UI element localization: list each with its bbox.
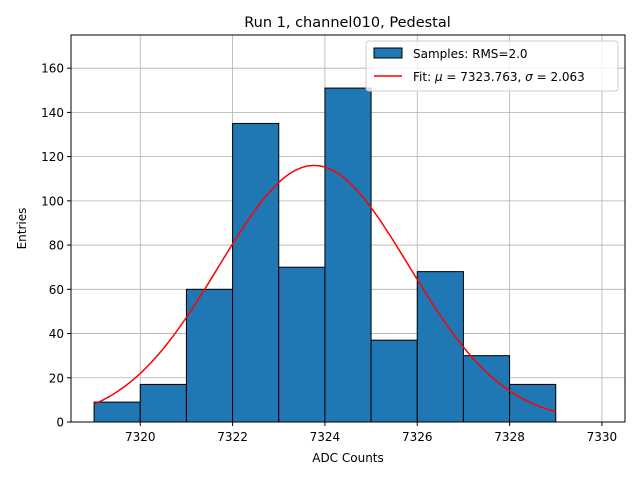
y-tick-label: 60 bbox=[49, 283, 64, 297]
histogram-bars bbox=[93, 87, 557, 423]
x-tick-label: 7326 bbox=[402, 430, 433, 444]
histogram-bar bbox=[139, 383, 187, 423]
y-tick-label: 100 bbox=[41, 194, 64, 208]
x-axis-label: ADC Counts bbox=[312, 451, 384, 465]
plot-frame bbox=[70, 34, 626, 423]
legend: Samples: RMS=2.0 Fit: μ = 7323.763, σ = … bbox=[365, 40, 619, 92]
x-tick-label: 7322 bbox=[217, 430, 248, 444]
histogram-bar bbox=[185, 288, 234, 423]
y-tick-label: 0 bbox=[56, 416, 64, 430]
histogram-bar bbox=[370, 339, 418, 423]
x-tick-label: 7328 bbox=[494, 430, 525, 444]
x-tick-label: 7330 bbox=[587, 430, 618, 444]
y-tick-label: 20 bbox=[49, 371, 64, 385]
x-tick-label: 7320 bbox=[125, 430, 156, 444]
legend-fit-label: Fit: μ = 7323.763, σ = 2.063 bbox=[413, 70, 585, 84]
y-axis-ticks: 0 20 40 60 80 100 120 140 160 bbox=[41, 62, 71, 430]
y-tick-label: 120 bbox=[41, 150, 64, 164]
histogram-bar bbox=[93, 401, 141, 423]
chart-title: Run 1, channel010, Pedestal bbox=[244, 15, 451, 31]
histogram-bar bbox=[416, 271, 464, 423]
fit-curve bbox=[93, 164, 556, 413]
x-axis-ticks: 7320 7322 7324 7326 7328 7330 bbox=[125, 422, 617, 444]
y-tick-label: 160 bbox=[41, 62, 64, 76]
y-tick-label: 80 bbox=[49, 239, 64, 253]
legend-histogram-swatch bbox=[373, 47, 403, 59]
legend-histogram-label: Samples: RMS=2.0 bbox=[413, 47, 528, 61]
legend-box bbox=[365, 40, 619, 92]
y-axis-label: Entries bbox=[15, 208, 29, 250]
histogram-bar bbox=[324, 87, 372, 423]
y-tick-label: 140 bbox=[41, 106, 64, 120]
histogram-bar bbox=[278, 266, 326, 423]
histogram-bar bbox=[232, 122, 280, 423]
y-tick-label: 40 bbox=[49, 327, 64, 341]
histogram-bar bbox=[462, 355, 511, 423]
x-tick-label: 7324 bbox=[310, 430, 341, 444]
